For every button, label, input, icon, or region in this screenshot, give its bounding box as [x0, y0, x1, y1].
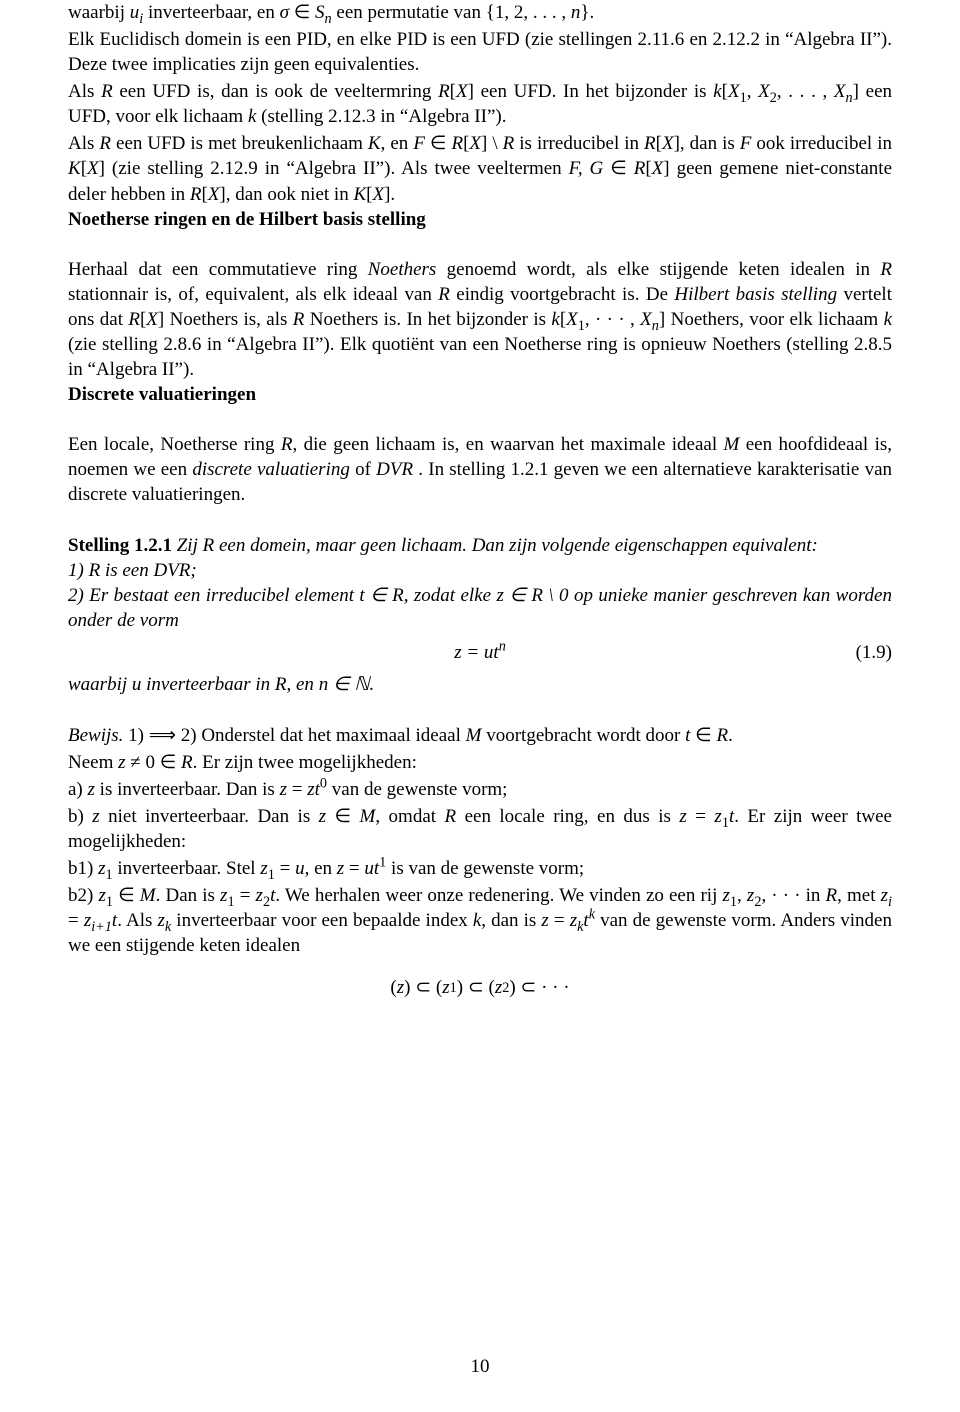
- proof-line-b: b) z niet inverteerbaar. Dan is z ∈ M, o…: [68, 804, 892, 854]
- theorem-tail: waarbij u inverteerbaar in R, en n ∈ ℕ.: [68, 672, 892, 697]
- theorem-label: Stelling 1.2.1: [68, 535, 172, 556]
- equation-chain: (z) ⊂ (z1) ⊂ (z2) ⊂ · · ·: [68, 976, 892, 999]
- proof-line-b1: b1) z1 inverteerbaar. Stel z1 = u, en z …: [68, 856, 892, 881]
- equation-body: z = utn: [454, 642, 506, 664]
- proof-line-a: a) z is inverteerbaar. Dan is z = zt0 va…: [68, 777, 892, 802]
- heading-noetherse: Noetherse ringen en de Hilbert basis ste…: [68, 209, 892, 231]
- heading-discrete: Discrete valuatieringen: [68, 384, 892, 406]
- page-container: waarbij ui inverteerbaar, en σ ∈ Sn een …: [0, 0, 960, 1412]
- proof-label: Bewijs.: [68, 725, 123, 746]
- equation-1-9: z = utn (1.9): [68, 642, 892, 664]
- page-number: 10: [0, 1356, 960, 1378]
- proof-line-1: Bewijs. 1) ⟹ 2) Onderstel dat het maxima…: [68, 723, 892, 748]
- paragraph-intro-3: Als R een UFD is, dan is ook de veelterm…: [68, 79, 892, 129]
- paragraph-discrete-1: Een locale, Noetherse ring R, die geen l…: [68, 432, 892, 507]
- paragraph-intro-1: waarbij ui inverteerbaar, en σ ∈ Sn een …: [68, 0, 892, 25]
- equation-number: (1.9): [856, 642, 892, 664]
- proof-line-b2: b2) z1 ∈ M. Dan is z1 = z2t. We herhalen…: [68, 883, 892, 958]
- paragraph-intro-2: Elk Euclidisch domein is een PID, en elk…: [68, 27, 892, 77]
- paragraph-intro-4: Als R een UFD is met breukenlichaam K, e…: [68, 131, 892, 206]
- paragraph-noetherse: Herhaal dat een commutatieve ring Noethe…: [68, 257, 892, 382]
- proof-line-2: Neem z ≠ 0 ∈ R. Er zijn twee mogelijkhed…: [68, 750, 892, 775]
- theorem-statement: Stelling 1.2.1 Zij R een domein, maar ge…: [68, 533, 892, 633]
